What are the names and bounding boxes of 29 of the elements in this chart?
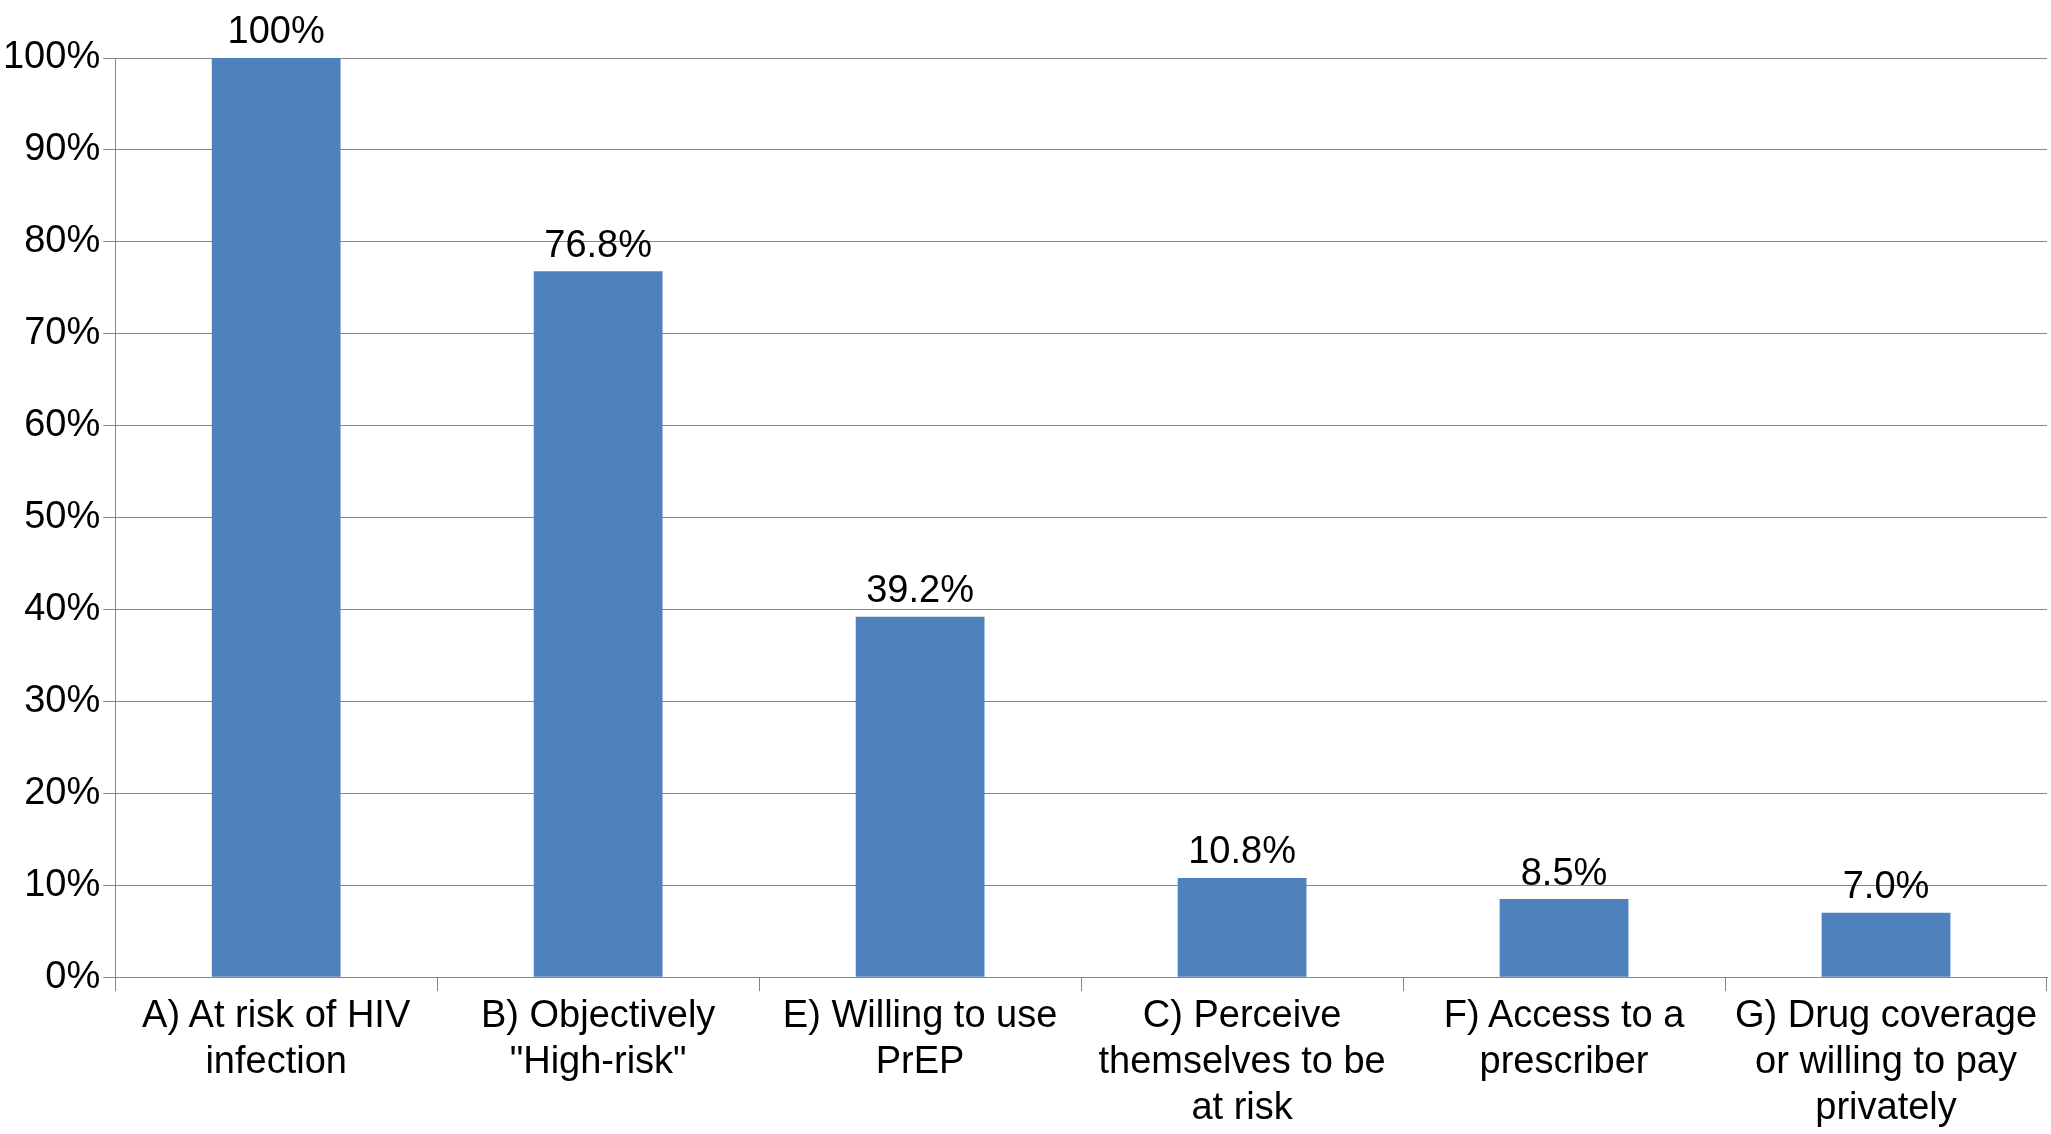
y-tick-label: 50%	[24, 494, 101, 537]
x-tick-label: E) Willing to use PrEP	[782, 993, 1058, 1082]
y-tick-label: 100%	[2, 34, 101, 77]
data-label: 8.5%	[1520, 850, 1608, 893]
x-tick-label: B) Objectively "High-risk"	[480, 993, 716, 1082]
data-label: 7.0%	[1842, 864, 1930, 907]
y-tick-label: 10%	[24, 861, 101, 904]
y-tick-label: 70%	[24, 310, 101, 353]
bar	[1821, 912, 1951, 977]
y-tick-label: 60%	[24, 402, 101, 445]
x-tick-label: A) At risk of HIV infection	[142, 993, 411, 1082]
bar	[855, 616, 985, 977]
y-tick-label: 30%	[24, 677, 101, 720]
x-tick-label: F) Access to a prescriber	[1443, 993, 1686, 1082]
data-label: 76.8%	[544, 222, 653, 265]
x-tick-label: C) Perceive themselves to be at risk	[1098, 993, 1386, 1127]
y-tick-label: 0%	[45, 953, 101, 996]
y-tick-label: 40%	[24, 586, 101, 628]
x-tick-label: G) Drug coverage or willing to pay privately	[1735, 993, 2038, 1127]
data-label: 39.2%	[866, 568, 974, 611]
bar	[1499, 899, 1629, 977]
data-label: 100%	[227, 9, 325, 52]
bar	[1177, 877, 1307, 977]
bar	[533, 271, 663, 977]
data-label: 10.8%	[1188, 829, 1296, 872]
bar	[211, 58, 341, 977]
y-tick-label: 80%	[24, 218, 101, 261]
y-tick-label: 90%	[24, 126, 101, 169]
y-tick-label: 20%	[24, 769, 101, 812]
